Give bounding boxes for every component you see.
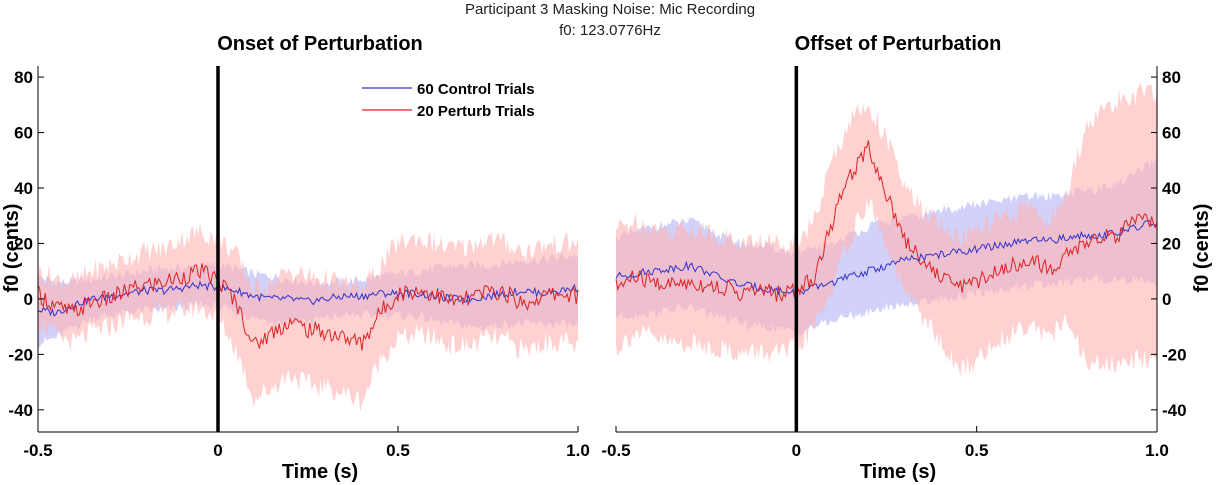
offset-x-tick-label: 0.5 [965,441,989,460]
onset-y-tick-label: 40 [14,179,33,198]
offset-x-tick-label: 0 [792,441,801,460]
onset-bands [38,223,578,412]
figure-title: Participant 3 Masking Noise: Mic Recordi… [465,1,755,18]
legend-perturb-label: 20 Perturb Trials [417,103,535,120]
onset-axes [37,66,578,433]
onset-perturb-mean-line [37,263,579,351]
onset-y-tick-label: -40 [8,401,33,420]
onset-panel-title: Onset of Perturbation [217,33,423,55]
onset-ticks: -0.5 0 0.5 1.0 -40 -20 0 20 40 60 80 [8,68,589,460]
onset-y-tick-label: 80 [14,68,33,87]
offset-mean-lines [615,140,1158,303]
offset-control-mean-line [615,220,1158,299]
onset-y-tick-label: -20 [8,345,33,364]
onset-y-axis-label: f0 (cents) [1,204,23,293]
onset-x-tick-label: 0 [213,441,222,460]
offset-y-axis-label: f0 (cents) [1191,204,1213,293]
offset-y-tick-label: 20 [1162,234,1181,253]
offset-y-tick-label: -20 [1162,345,1187,364]
legend: 60 Control Trials 20 Perturb Trials [362,81,535,120]
onset-panel: Onset of Perturbation Time (s) f0 (cents… [1,33,590,483]
legend-control-label: 60 Control Trials [417,81,535,98]
offset-y-tick-label: 40 [1162,179,1181,198]
offset-x-tick-label: 1.0 [1145,441,1169,460]
offset-axes [616,66,1158,433]
offset-bands [616,82,1157,377]
onset-x-tick-label: -0.5 [23,441,52,460]
figure-subtitle: f0: 123.0776Hz [559,22,661,39]
offset-perturb-mean-line [615,140,1158,303]
onset-x-tick-label: 0.5 [386,441,410,460]
offset-ticks: -0.5 0 0.5 1.0 -40 -20 0 20 40 60 80 [601,68,1186,460]
offset-x-axis-label: Time (s) [860,461,936,483]
onset-x-axis-label: Time (s) [282,461,358,483]
offset-perturb-band [616,82,1157,377]
offset-y-tick-label: 60 [1162,124,1181,143]
offset-y-tick-label: 80 [1162,68,1181,87]
offset-panel-title: Offset of Perturbation [795,33,1002,55]
onset-y-tick-label: 60 [14,124,33,143]
onset-mean-lines [37,263,579,351]
offset-y-tick-label: -40 [1162,401,1187,420]
onset-y-tick-label: 0 [24,290,33,309]
onset-y-tick-label: 20 [14,234,33,253]
onset-x-tick-label: 1.0 [566,441,590,460]
offset-y-tick-label: 0 [1162,290,1171,309]
offset-x-tick-label: -0.5 [601,441,630,460]
offset-panel: Offset of Perturbation Time (s) f0 (cent… [601,33,1213,483]
onset-perturb-band [38,223,578,412]
